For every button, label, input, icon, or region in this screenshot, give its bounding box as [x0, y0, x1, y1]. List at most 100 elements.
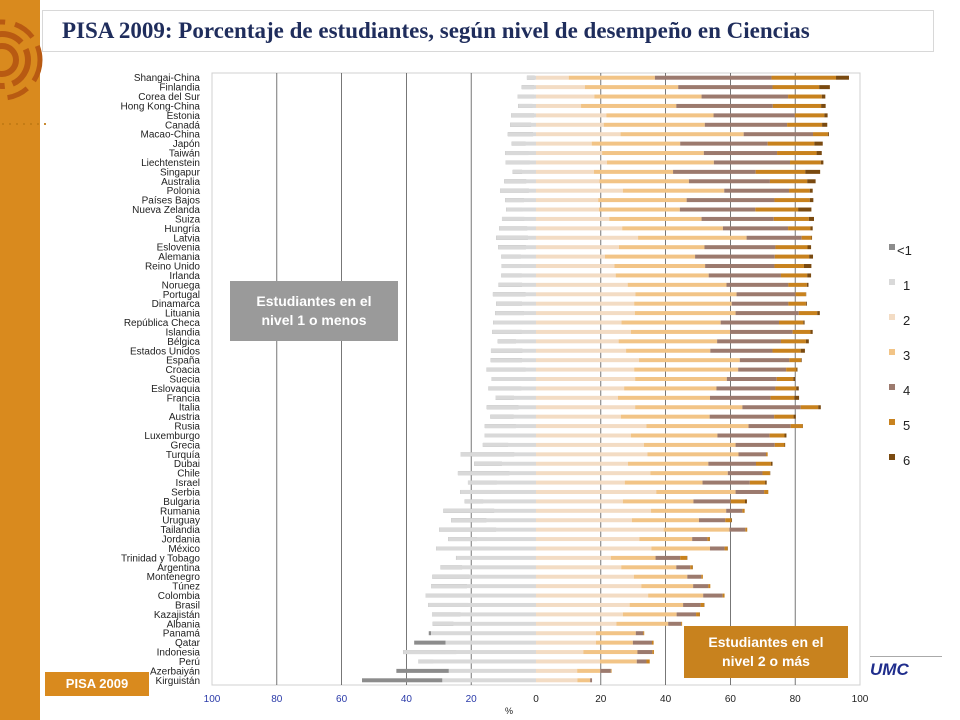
bar-level-5: [680, 555, 687, 560]
bar-level-2: [536, 640, 596, 645]
bar-level-5: [788, 94, 822, 99]
bar-level-6: [809, 254, 814, 259]
bar-level-2: [536, 565, 622, 570]
bar-level-5: [788, 301, 806, 306]
country-label: Jordania: [162, 535, 201, 546]
bar-level-2: [536, 537, 640, 542]
country-label: Australia: [161, 177, 200, 188]
bar-level-4: [713, 160, 791, 165]
bar-level-4: [729, 527, 746, 532]
bar-level-2: [536, 659, 600, 664]
bar-level-1: [460, 489, 536, 494]
bar-level-1: [484, 424, 536, 429]
bar-level-1: [448, 537, 536, 542]
bar-level-5: [769, 433, 785, 438]
bar-level-1: [482, 442, 536, 447]
bar-level-3: [618, 245, 705, 250]
x-tick-label: 80: [271, 694, 283, 705]
legend-swatch: [889, 454, 895, 460]
bar-level-4: [739, 358, 790, 363]
bar-level-5: [813, 132, 828, 137]
bar-level-6: [817, 311, 820, 316]
title-box: [42, 10, 934, 52]
bar-level-1: [488, 386, 536, 391]
bar-level-3: [651, 546, 710, 551]
bar-level-5: [701, 574, 703, 579]
x-tick-label: 100: [852, 694, 869, 705]
bar-level-5: [800, 405, 819, 410]
bar-level-2: [536, 678, 578, 683]
bar-level-4: [709, 395, 771, 400]
country-label: Montenegro: [147, 572, 201, 583]
bar-level-3: [602, 151, 704, 156]
bar-level-3: [606, 113, 714, 118]
bar-level-5: [643, 631, 645, 636]
bar-level-4: [676, 103, 773, 108]
bar-level-5: [789, 358, 802, 363]
bar-level-4: [709, 414, 775, 419]
bar-level-3: [618, 339, 718, 344]
bar-level-5: [776, 377, 794, 381]
country-label: Turquía: [166, 450, 201, 461]
country-label: Italia: [179, 403, 201, 414]
bar-level-6: [800, 348, 805, 353]
bar-level-5: [742, 508, 745, 513]
bar-level-1: [507, 132, 536, 137]
bar-level-5: [772, 85, 820, 90]
bar-level-3: [622, 188, 725, 193]
country-label: Kirguistán: [156, 676, 200, 687]
bar-level-3: [630, 433, 718, 438]
bar-level-3: [635, 292, 737, 297]
bar-level-2: [536, 264, 615, 269]
bar-level-3: [634, 367, 739, 372]
country-label: Israel: [176, 478, 200, 489]
bar-level-5: [764, 489, 769, 494]
bar-level-6: [798, 207, 812, 212]
country-label: Grecia: [171, 440, 201, 451]
bar-level-1: [456, 555, 536, 560]
bar-level-1: [403, 650, 536, 655]
bar-level-1: [439, 527, 536, 532]
bar-level-5: [646, 659, 650, 664]
legend-label: 1: [903, 278, 910, 293]
bar-level-2: [536, 320, 622, 325]
bar-level-6: [819, 85, 830, 90]
bar-level-1: [443, 508, 536, 513]
bar-level-2: [536, 377, 636, 381]
bar-level-2: [536, 668, 578, 673]
bar-level-2: [536, 414, 621, 419]
bar-level-4: [590, 678, 593, 683]
bar-level-4: [600, 668, 611, 673]
bar-level-1: [505, 160, 536, 165]
country-label: Rusia: [174, 422, 200, 433]
bar-level-4: [730, 329, 793, 334]
bar-level-2: [536, 461, 629, 466]
bar-level-2: [536, 339, 619, 344]
bar-level-4: [683, 602, 701, 607]
bar-level-4: [686, 198, 775, 203]
bar-level-5: [770, 395, 795, 400]
bar-level-1: [492, 329, 536, 334]
bar-level-5: [779, 320, 804, 325]
x-tick-label: 40: [401, 694, 413, 705]
bar-level-2: [536, 301, 635, 306]
x-tick-label: 20: [466, 694, 478, 705]
country-label: Uruguay: [162, 516, 200, 527]
bar-level-4: [702, 480, 750, 485]
bar-level-2: [536, 273, 616, 278]
bar-level-1: [436, 546, 536, 551]
bar-level-1: [501, 264, 536, 269]
bar-level-6: [796, 367, 798, 372]
legend-swatch: [889, 349, 895, 355]
bar-level-3: [624, 386, 717, 391]
bar-level-5: [786, 367, 797, 372]
bar-level-6: [796, 386, 799, 391]
bar-level-5: [766, 452, 768, 457]
bar-level-2: [536, 395, 618, 400]
country-label: Portugal: [163, 290, 200, 301]
bar-level-1: [440, 565, 536, 570]
bar-level-4: [713, 113, 795, 118]
bar-level-6: [731, 518, 733, 523]
legend-swatch: [889, 314, 895, 320]
bar-level-4: [636, 659, 647, 664]
